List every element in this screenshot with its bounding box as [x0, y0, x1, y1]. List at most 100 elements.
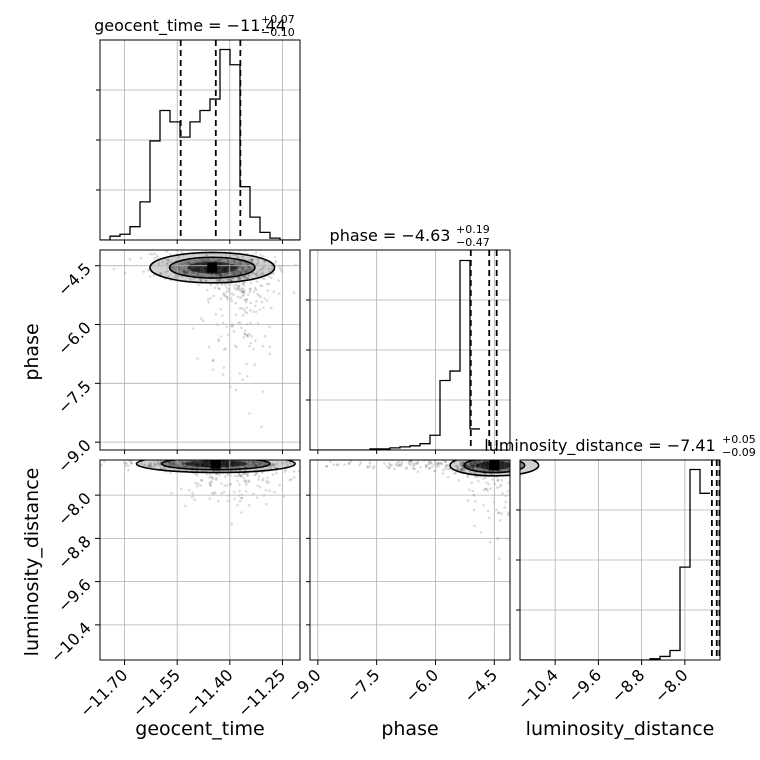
sample-point — [343, 463, 346, 466]
sample-point — [218, 340, 221, 343]
sample-point — [220, 335, 223, 338]
sample-point — [487, 463, 490, 466]
sample-point — [211, 272, 214, 275]
sample-point — [250, 463, 253, 466]
sample-point — [199, 465, 202, 468]
sample-point — [500, 484, 503, 487]
sample-point — [250, 342, 253, 345]
sample-point — [484, 465, 487, 468]
sample-point — [225, 290, 228, 293]
histogram-luminosity-distance — [520, 470, 710, 660]
sample-point — [188, 489, 191, 492]
sample-point — [159, 464, 162, 467]
sample-point — [393, 468, 396, 471]
sample-point — [242, 295, 245, 298]
sample-point — [482, 504, 485, 507]
sample-point — [428, 467, 431, 470]
sample-point — [187, 263, 190, 266]
sample-point — [184, 505, 187, 508]
sample-point — [153, 462, 156, 465]
sample-point — [206, 289, 209, 292]
sample-point — [386, 465, 389, 468]
sample-point — [225, 326, 228, 329]
sample-point — [227, 334, 230, 337]
sample-point — [264, 335, 267, 338]
sample-point — [129, 258, 132, 261]
sample-point — [383, 462, 386, 465]
title-luminosity-distance-plus: +0.05 — [722, 433, 756, 446]
sample-point — [233, 271, 236, 274]
sample-point — [349, 460, 352, 463]
sample-point — [206, 259, 209, 262]
sample-point — [245, 301, 248, 304]
sample-point — [289, 462, 292, 465]
sample-point — [394, 464, 397, 467]
sample-point — [504, 506, 507, 509]
sample-point — [166, 262, 169, 265]
sample-point — [484, 468, 487, 471]
sample-point — [239, 262, 242, 265]
sample-point — [215, 477, 218, 480]
xtick-label: −10.4 — [514, 665, 562, 713]
sample-point — [183, 270, 186, 273]
xlabel-phase: phase — [381, 718, 438, 740]
sample-point — [242, 336, 245, 339]
sample-point — [472, 465, 475, 468]
sample-point — [269, 346, 272, 349]
sample-point — [254, 305, 257, 308]
title-phase: phase = −4.63 — [330, 226, 451, 245]
sample-point — [196, 274, 199, 277]
sample-point — [169, 462, 172, 465]
sample-point — [255, 251, 258, 254]
sample-point — [184, 266, 187, 269]
sample-point — [235, 263, 238, 266]
sample-point — [246, 312, 249, 315]
sample-point — [410, 460, 413, 463]
sample-point — [244, 270, 247, 273]
sample-point — [248, 504, 251, 507]
ylabel-phase: phase — [21, 323, 43, 380]
xlabel-luminosity-distance: luminosity_distance — [526, 718, 715, 740]
sample-point — [497, 511, 500, 514]
sample-point — [468, 488, 471, 491]
sample-point — [167, 258, 170, 261]
sample-point — [196, 262, 199, 265]
sample-point — [232, 266, 235, 269]
sample-point — [185, 272, 188, 275]
ytick-label: −8.0 — [54, 489, 95, 530]
sample-point — [221, 283, 224, 286]
sample-point — [389, 466, 392, 469]
sample-point — [219, 308, 222, 311]
sample-point — [273, 491, 276, 494]
sample-point — [156, 462, 159, 465]
sample-point — [476, 466, 479, 469]
xtick-label: −11.70 — [76, 665, 131, 720]
sample-point — [209, 284, 212, 287]
sample-point — [471, 481, 474, 484]
sample-point — [186, 464, 189, 467]
histogram-geocent-time — [100, 50, 300, 240]
sample-point — [103, 460, 106, 463]
axes-frame — [310, 460, 510, 660]
axes-frames — [95, 40, 720, 665]
sample-point — [170, 492, 173, 495]
sample-point — [142, 270, 145, 273]
sample-point — [255, 461, 258, 464]
sample-point — [262, 271, 265, 274]
density-peak — [489, 460, 499, 470]
xtick-label: −9.0 — [284, 665, 325, 706]
sample-point — [268, 490, 271, 493]
sample-point — [191, 491, 194, 494]
xtick-label: −11.55 — [129, 665, 184, 720]
sample-point — [431, 465, 434, 468]
sample-point — [218, 287, 221, 290]
sample-point — [219, 267, 222, 270]
sample-point — [280, 269, 283, 272]
sample-point — [388, 462, 391, 465]
sample-point — [236, 255, 239, 258]
sample-point — [360, 461, 363, 464]
sample-point — [266, 476, 269, 479]
sample-point — [262, 306, 265, 309]
ytick-label: −6.0 — [54, 318, 95, 359]
sample-point — [231, 300, 234, 303]
